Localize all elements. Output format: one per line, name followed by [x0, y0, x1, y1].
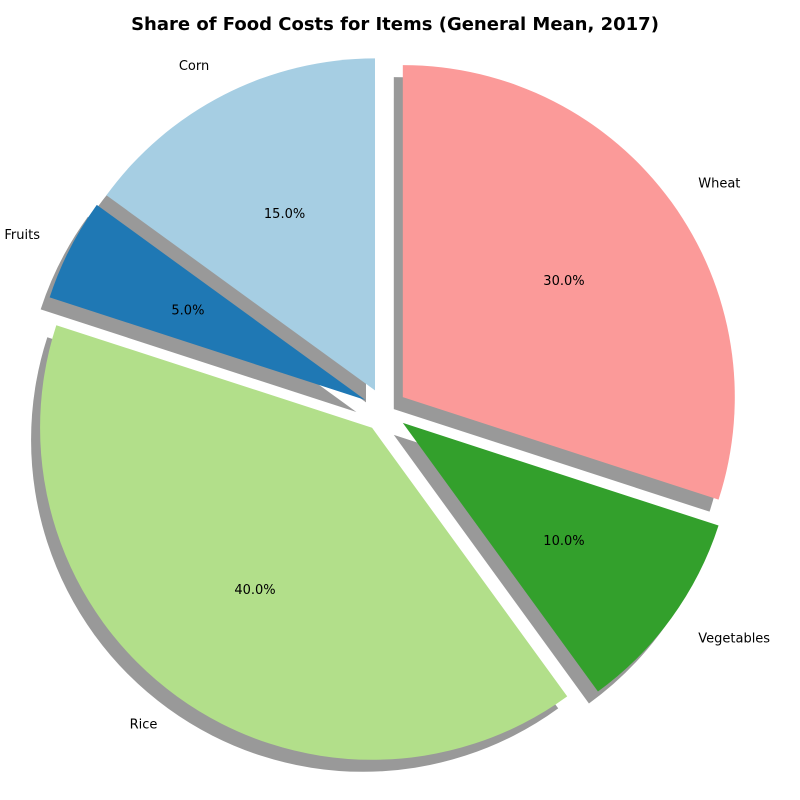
slice-wheat [402, 65, 735, 500]
chart-title: Share of Food Costs for Items (General M… [131, 14, 659, 35]
category-label-vegetables: Vegetables [698, 632, 770, 647]
slice-rice [40, 325, 568, 760]
slice-labels: Wheat 30.0% Vegetables 10.0% Rice 40.0% Fruits… [4, 59, 770, 732]
category-label-rice: Rice [130, 717, 158, 732]
category-label-corn: Corn [179, 59, 209, 74]
category-label-wheat: Wheat [698, 176, 740, 191]
percent-label-wheat: 30.0% [543, 274, 584, 289]
percent-label-fruits: 5.0% [171, 304, 204, 319]
percent-label-rice: 40.0% [234, 583, 275, 598]
category-label-fruits: Fruits [4, 228, 40, 243]
slice-vegetables [402, 422, 719, 692]
slice-fruits [49, 204, 366, 401]
pie-slices [40, 58, 735, 760]
slice-corn [106, 58, 376, 391]
percent-label-corn: 15.0% [264, 207, 305, 222]
percent-label-vegetables: 10.0% [543, 534, 584, 549]
